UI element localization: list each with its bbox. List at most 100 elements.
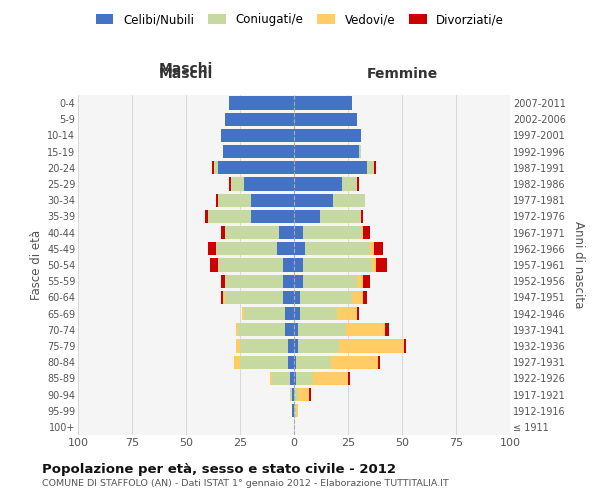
Bar	[313, 372, 348, 385]
Bar	[216, 242, 277, 256]
Bar	[225, 112, 294, 126]
Bar	[294, 340, 298, 352]
Bar	[225, 274, 283, 288]
Bar	[290, 372, 294, 385]
Bar	[301, 290, 352, 304]
Bar	[294, 210, 320, 223]
Bar	[294, 96, 352, 110]
Bar	[294, 356, 296, 369]
Bar	[251, 210, 294, 223]
Bar	[244, 178, 294, 190]
Bar	[294, 161, 367, 174]
Bar	[363, 290, 367, 304]
Bar	[236, 340, 240, 352]
Bar	[348, 372, 350, 385]
Bar	[294, 242, 305, 256]
Bar	[385, 323, 389, 336]
Bar	[294, 307, 301, 320]
Bar	[221, 129, 294, 142]
Bar	[242, 307, 244, 320]
Bar	[296, 372, 313, 385]
Bar	[218, 194, 251, 207]
Bar	[294, 404, 296, 417]
Bar	[361, 226, 363, 239]
Bar	[221, 274, 225, 288]
Bar	[294, 274, 302, 288]
Bar	[294, 112, 356, 126]
Bar	[404, 340, 406, 352]
Legend: Celibi/Nubili, Coniugati/e, Vedovi/e, Divorziati/e: Celibi/Nubili, Coniugati/e, Vedovi/e, Di…	[91, 8, 509, 31]
Bar	[218, 258, 283, 272]
Bar	[279, 226, 294, 239]
Bar	[286, 323, 294, 336]
Bar	[225, 290, 283, 304]
Bar	[374, 242, 383, 256]
Bar	[376, 258, 387, 272]
Bar	[240, 340, 287, 352]
Bar	[340, 340, 404, 352]
Bar	[233, 356, 240, 369]
Bar	[286, 307, 294, 320]
Bar	[292, 388, 294, 401]
Text: Maschi: Maschi	[159, 62, 213, 76]
Bar	[356, 307, 359, 320]
Bar	[290, 388, 292, 401]
Bar	[359, 145, 361, 158]
Bar	[232, 178, 244, 190]
Bar	[225, 226, 279, 239]
Bar	[298, 340, 340, 352]
Bar	[320, 210, 361, 223]
Bar	[372, 258, 376, 272]
Bar	[346, 323, 385, 336]
Bar	[221, 290, 223, 304]
Bar	[287, 356, 294, 369]
Bar	[302, 258, 372, 272]
Bar	[378, 356, 380, 369]
Bar	[214, 161, 218, 174]
Bar	[363, 226, 370, 239]
Bar	[229, 96, 294, 110]
Bar	[218, 161, 294, 174]
Bar	[301, 307, 337, 320]
Bar	[208, 242, 216, 256]
Bar	[296, 356, 331, 369]
Bar	[292, 404, 294, 417]
Bar	[272, 372, 290, 385]
Bar	[283, 290, 294, 304]
Bar	[294, 372, 296, 385]
Bar	[337, 307, 356, 320]
Bar	[238, 323, 286, 336]
Bar	[229, 178, 232, 190]
Text: COMUNE DI STAFFOLO (AN) - Dati ISTAT 1° gennaio 2012 - Elaborazione TUTTITALIA.I: COMUNE DI STAFFOLO (AN) - Dati ISTAT 1° …	[42, 479, 449, 488]
Bar	[341, 178, 356, 190]
Bar	[208, 210, 251, 223]
Bar	[294, 388, 298, 401]
Bar	[221, 226, 225, 239]
Bar	[309, 388, 311, 401]
Bar	[361, 210, 363, 223]
Bar	[352, 290, 363, 304]
Bar	[270, 372, 272, 385]
Bar	[212, 161, 214, 174]
Bar	[294, 129, 361, 142]
Bar	[240, 356, 287, 369]
Bar	[294, 323, 298, 336]
Bar	[356, 178, 359, 190]
Bar	[223, 290, 225, 304]
Bar	[374, 161, 376, 174]
Bar	[283, 258, 294, 272]
Bar	[216, 194, 218, 207]
Bar	[294, 258, 302, 272]
Bar	[294, 194, 333, 207]
Y-axis label: Anni di nascita: Anni di nascita	[572, 222, 585, 308]
Bar	[294, 145, 359, 158]
Bar	[287, 340, 294, 352]
Bar	[294, 290, 301, 304]
Bar	[251, 194, 294, 207]
Bar	[367, 161, 374, 174]
Bar	[277, 242, 294, 256]
Bar	[210, 258, 218, 272]
Bar	[302, 226, 361, 239]
Bar	[236, 323, 238, 336]
Bar	[294, 178, 341, 190]
